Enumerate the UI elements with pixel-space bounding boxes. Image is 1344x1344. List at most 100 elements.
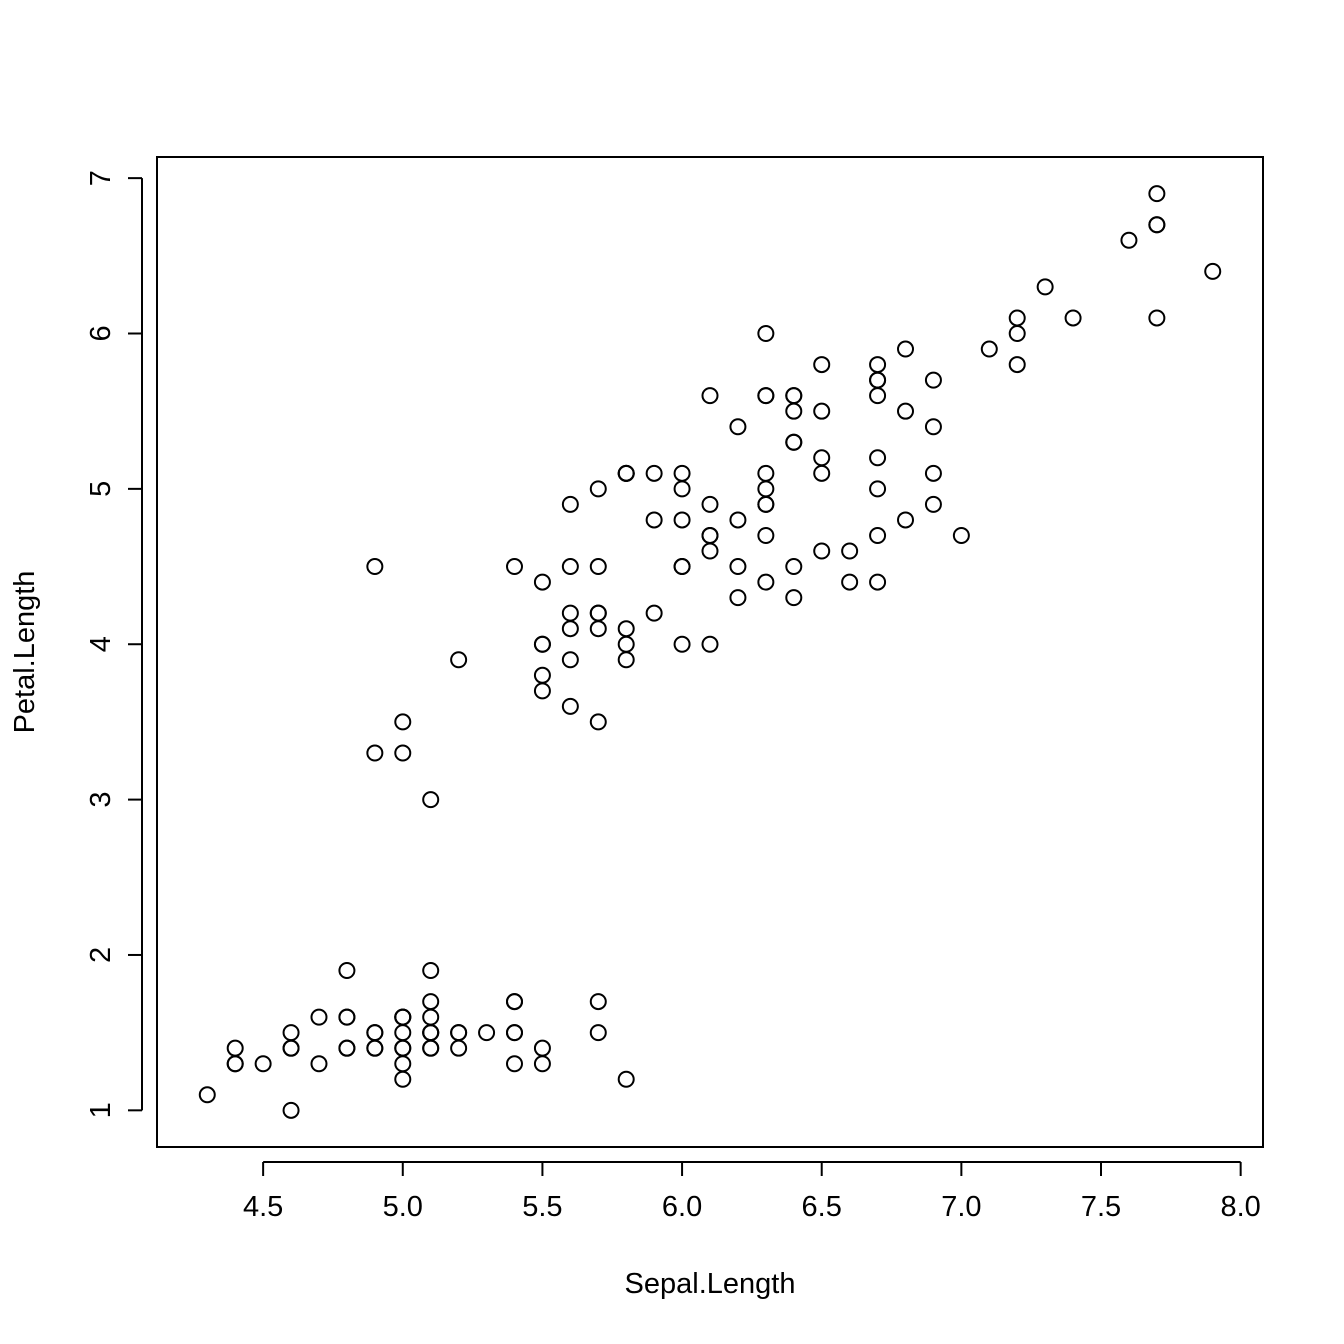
x-tick-label: 8.0 <box>1220 1191 1260 1223</box>
data-point <box>617 464 635 482</box>
data-point <box>338 1008 356 1026</box>
data-point <box>645 464 663 482</box>
x-tick-label: 5.5 <box>522 1191 562 1223</box>
data-point <box>897 402 915 420</box>
x-tick-label: 7.5 <box>1081 1191 1121 1223</box>
data-point <box>617 635 635 653</box>
data-point <box>729 589 747 607</box>
data-point <box>422 962 440 980</box>
data-point <box>757 526 775 544</box>
y-tick-label: 2 <box>85 947 117 963</box>
data-point <box>785 558 803 576</box>
data-point <box>561 604 579 622</box>
data-point <box>813 356 831 374</box>
data-point <box>757 387 775 405</box>
data-point <box>589 620 607 638</box>
data-point <box>478 1024 496 1042</box>
y-axis-title: Petal.Length <box>9 571 41 734</box>
data-point <box>785 589 803 607</box>
data-point <box>422 1008 440 1026</box>
data-point <box>701 495 719 513</box>
data-point <box>869 526 887 544</box>
data-point <box>785 433 803 451</box>
x-axis: 4.5 5.0 5.5 6.0 6.5 7.0 7.5 8.0 <box>243 1161 1261 1223</box>
data-point <box>1148 216 1166 234</box>
data-point <box>729 418 747 436</box>
data-point <box>338 1039 356 1057</box>
data-point <box>701 635 719 653</box>
data-point <box>813 402 831 420</box>
data-point <box>561 558 579 576</box>
data-point <box>617 1070 635 1088</box>
data-point <box>757 573 775 591</box>
data-point <box>533 573 551 591</box>
data-point <box>869 573 887 591</box>
data-point <box>924 371 942 389</box>
data-point <box>924 418 942 436</box>
data-point <box>533 1055 551 1073</box>
y-axis: 1 2 3 4 5 6 7 <box>85 170 143 1118</box>
x-tick-label: 6.0 <box>662 1191 702 1223</box>
x-axis-title: Sepal.Length <box>625 1268 796 1300</box>
data-point <box>757 324 775 342</box>
data-point <box>589 1024 607 1042</box>
data-point <box>869 449 887 467</box>
y-tick-label: 4 <box>85 636 117 652</box>
data-point <box>1148 185 1166 203</box>
data-point <box>310 1008 328 1026</box>
data-point <box>785 402 803 420</box>
data-point <box>394 713 412 731</box>
data-point <box>869 480 887 498</box>
data-point <box>897 340 915 358</box>
data-point <box>589 480 607 498</box>
data-point <box>366 558 384 576</box>
data-point <box>673 511 691 529</box>
y-tick-label: 5 <box>85 481 117 497</box>
data-point <box>282 1101 300 1119</box>
data-point <box>505 1024 523 1042</box>
data-point <box>897 511 915 529</box>
data-point <box>533 682 551 700</box>
data-point <box>422 791 440 809</box>
plot-frame <box>156 156 1264 1148</box>
data-point <box>450 1024 468 1042</box>
y-tick-label: 7 <box>85 170 117 186</box>
data-point <box>757 480 775 498</box>
data-point <box>813 449 831 467</box>
data-point <box>198 1086 216 1104</box>
data-point <box>645 511 663 529</box>
data-point <box>924 495 942 513</box>
data-point <box>841 573 859 591</box>
y-tick-label: 3 <box>85 792 117 808</box>
data-point <box>952 526 970 544</box>
data-point <box>1148 309 1166 327</box>
data-point <box>366 744 384 762</box>
data-point <box>394 1008 412 1026</box>
data-point <box>394 744 412 762</box>
data-point <box>505 558 523 576</box>
data-point <box>980 340 998 358</box>
data-point <box>226 1055 244 1073</box>
data-point <box>645 604 663 622</box>
data-points <box>198 185 1222 1119</box>
data-point <box>589 558 607 576</box>
data-point <box>282 1039 300 1057</box>
y-tick-label: 6 <box>85 325 117 341</box>
data-point <box>869 371 887 389</box>
data-point <box>561 697 579 715</box>
data-point <box>924 464 942 482</box>
data-point <box>729 511 747 529</box>
data-point <box>701 387 719 405</box>
y-tick-label: 1 <box>85 1102 117 1118</box>
data-point <box>1036 278 1054 296</box>
data-point <box>1120 231 1138 249</box>
x-tick-label: 7.0 <box>941 1191 981 1223</box>
data-point <box>338 962 356 980</box>
data-point <box>1008 356 1026 374</box>
x-tick-label: 5.0 <box>383 1191 423 1223</box>
data-point <box>533 635 551 653</box>
data-point <box>394 1039 412 1057</box>
data-point <box>813 542 831 560</box>
